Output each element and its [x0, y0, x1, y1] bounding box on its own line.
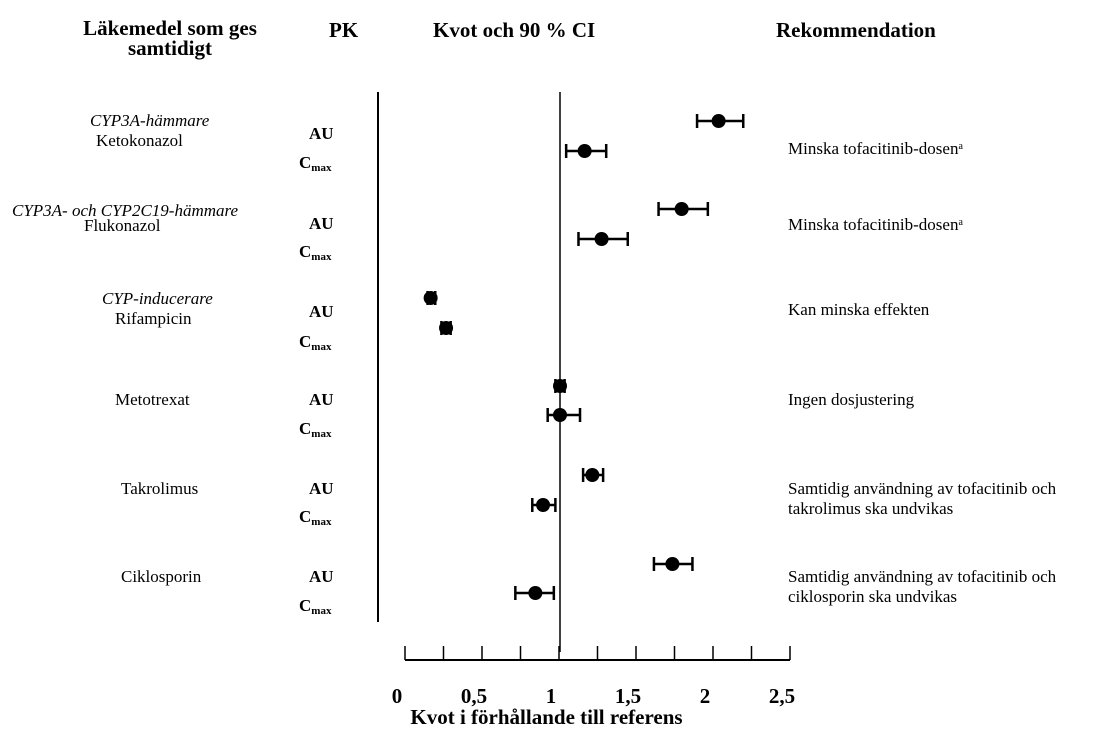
class-label: CYP3A- och CYP2C19-hämmare	[12, 201, 239, 220]
header-pk: PK	[329, 18, 359, 42]
ratio-point	[553, 408, 567, 422]
ratio-point	[674, 202, 689, 216]
class-label: CYP3A-hämmare	[90, 111, 210, 130]
metric-auc: AU	[309, 390, 334, 409]
class-label: CYP-inducerare	[102, 289, 213, 308]
header-drug: Läkemedel som ges samtidigt	[83, 16, 257, 60]
ratio-point	[711, 114, 726, 128]
metric-cmax: Cmax	[299, 153, 332, 174]
ratio-point	[665, 557, 680, 571]
ratio-point	[577, 144, 592, 158]
recommendation-text: Minska tofacitinib-dosena	[788, 215, 963, 234]
recommendation-text: Samtidig användning av tofacitinib och c…	[788, 567, 1057, 606]
metric-auc: AU	[309, 214, 334, 233]
ratio-point	[439, 321, 454, 335]
ratio-point	[594, 232, 609, 246]
header-ratio: Kvot och 90 % CI	[433, 18, 596, 42]
x-tick-label: 2	[700, 684, 711, 708]
metric-cmax: Cmax	[299, 596, 332, 617]
metric-cmax: Cmax	[299, 419, 332, 440]
ratio-point	[528, 586, 543, 600]
ratio-point	[585, 468, 600, 482]
metric-auc: AU	[309, 479, 334, 498]
x-tick-label: 1	[546, 684, 557, 708]
drug-label: Flukonazol	[84, 216, 161, 235]
metric-cmax: Cmax	[299, 507, 332, 528]
metric-auc: AU	[309, 567, 334, 586]
drug-label: Takrolimus	[121, 479, 199, 498]
header-recommendation: Rekommendation	[776, 18, 936, 42]
x-tick-label: 2,5	[769, 684, 795, 708]
metric-auc: AU	[309, 124, 334, 143]
metric-cmax: Cmax	[299, 332, 332, 353]
ratio-point	[423, 291, 438, 305]
x-tick-label: 0,5	[461, 684, 487, 708]
recommendation-text: Ingen dosjustering	[788, 390, 915, 409]
x-tick-label: 0	[392, 684, 403, 708]
recommendation-text: Minska tofacitinib-dosena	[788, 139, 963, 158]
drug-label: Metotrexat	[115, 390, 190, 409]
drug-label: Rifampicin	[115, 309, 192, 328]
drug-label: Ketokonazol	[96, 131, 183, 150]
metric-cmax: Cmax	[299, 242, 332, 263]
ratio-point	[536, 498, 551, 512]
x-axis-label: Kvot i förhållande till referens	[410, 705, 683, 729]
metric-auc: AU	[309, 302, 334, 321]
recommendation-text: Samtidig användning av tofacitinib och t…	[788, 479, 1057, 518]
recommendation-text: Kan minska effekten	[788, 300, 930, 319]
x-tick-label: 1,5	[615, 684, 641, 708]
ratio-point	[553, 379, 567, 393]
drug-label: Ciklosporin	[121, 567, 202, 586]
